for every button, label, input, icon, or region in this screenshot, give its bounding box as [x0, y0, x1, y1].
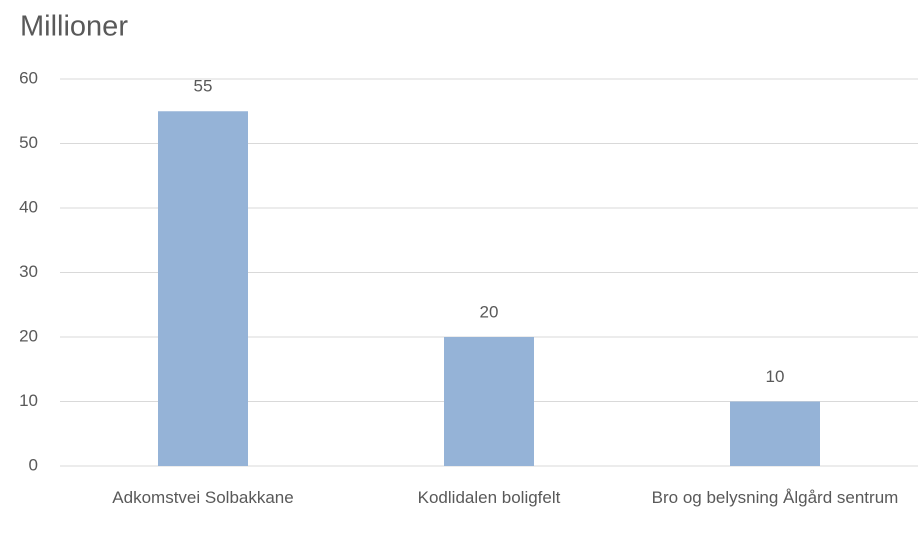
bar — [730, 401, 820, 466]
y-tick-label: 30 — [19, 262, 38, 281]
x-tick-label: Adkomstvei Solbakkane — [112, 488, 294, 507]
data-label: 10 — [766, 367, 785, 386]
x-tick-label: Bro og belysning Ålgård sentrum — [651, 488, 899, 507]
y-tick-label: 10 — [19, 391, 38, 410]
chart-title: Millioner — [20, 11, 128, 43]
y-tick-label: 40 — [19, 197, 38, 216]
data-label: 20 — [480, 302, 499, 321]
bar — [158, 111, 248, 466]
y-tick-label: 60 — [19, 68, 38, 87]
y-tick-label: 20 — [19, 326, 38, 345]
bar — [444, 337, 534, 466]
data-label: 55 — [194, 77, 213, 96]
x-tick-label: Kodlidalen boligfelt — [417, 488, 561, 507]
y-tick-label: 50 — [19, 133, 38, 152]
y-tick-label: 0 — [29, 455, 38, 474]
